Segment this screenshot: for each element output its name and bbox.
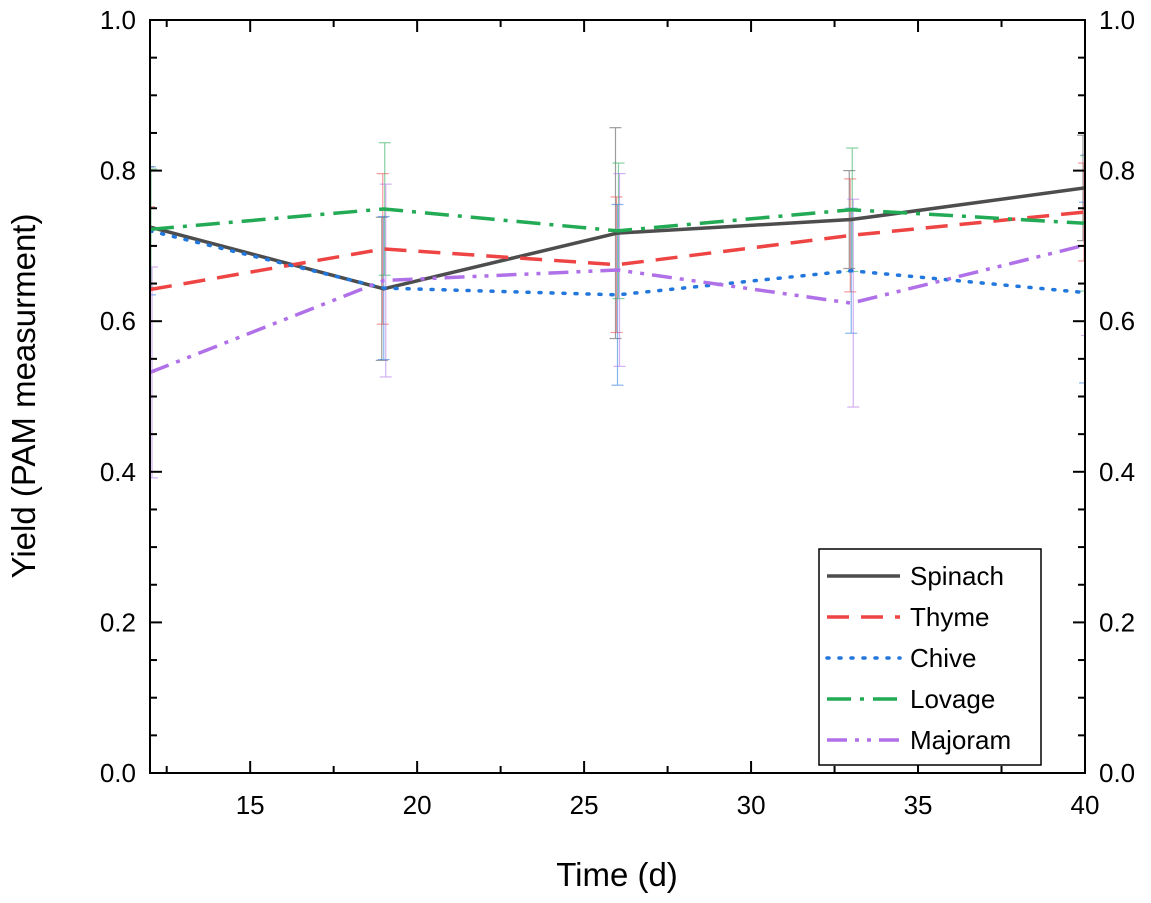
- series-line-thyme: [150, 210, 1085, 292]
- y-right-tick-label: 0.0: [1099, 758, 1135, 788]
- error-bar-thyme: [376, 173, 389, 325]
- x-tick-label: 25: [570, 790, 599, 820]
- error-bar-lovage: [1080, 154, 1085, 292]
- y-right-tick-label: 0.6: [1099, 306, 1135, 336]
- series-line-lovage: [150, 207, 1085, 233]
- y-right-tick-label: 1.0: [1099, 5, 1135, 35]
- x-tick-label: 20: [403, 790, 432, 820]
- error-bar-majoram: [1081, 154, 1085, 337]
- axes: 15 20 25 30 35 400.0 0.00.2 0.20.4 0.40.6 0.60.8 0…: [100, 5, 1135, 820]
- error-bar-majoram: [379, 183, 392, 378]
- legend-box: [818, 548, 1042, 766]
- error-bar-thyme: [610, 196, 623, 334]
- error-bar-chive: [150, 166, 156, 296]
- legend-label-majoram: Majoram: [910, 725, 1011, 755]
- error-bar-chive: [1079, 201, 1085, 384]
- y-tick-label: 0.6: [100, 306, 136, 336]
- x-tick-label: 35: [904, 790, 933, 820]
- x-tick-label: 30: [737, 790, 766, 820]
- legend-label-lovage: Lovage: [910, 684, 995, 714]
- x-tick-label: 15: [236, 790, 265, 820]
- x-tick-label: 40: [1071, 790, 1100, 820]
- y-tick-label: 0.2: [100, 607, 136, 637]
- y-tick-label: 0.0: [100, 758, 136, 788]
- series-line-spinach: [150, 186, 1085, 291]
- y-right-tick-label: 0.4: [1099, 457, 1135, 487]
- y-axis-title: Yield (PAM measurment): [5, 214, 42, 579]
- y-right-tick-label: 0.2: [1099, 607, 1135, 637]
- legend-label-spinach: Spinach: [910, 561, 1004, 591]
- series-lines: [150, 186, 1085, 375]
- y-tick-label: 0.8: [100, 156, 136, 186]
- series-line-majoram: [150, 243, 1085, 375]
- legend-label-chive: Chive: [910, 643, 976, 673]
- y-tick-label: 1.0: [100, 5, 136, 35]
- legend: Spinach Thyme Chive Lovage Majoram: [818, 548, 1042, 766]
- y-tick-label: 0.4: [100, 457, 136, 487]
- legend-label-thyme: Thyme: [910, 602, 989, 632]
- y-right-tick-label: 0.8: [1099, 156, 1135, 186]
- error-bar-majoram: [847, 198, 860, 408]
- x-axis-title: Time (d): [556, 856, 678, 893]
- error-bar-thyme: [844, 178, 857, 293]
